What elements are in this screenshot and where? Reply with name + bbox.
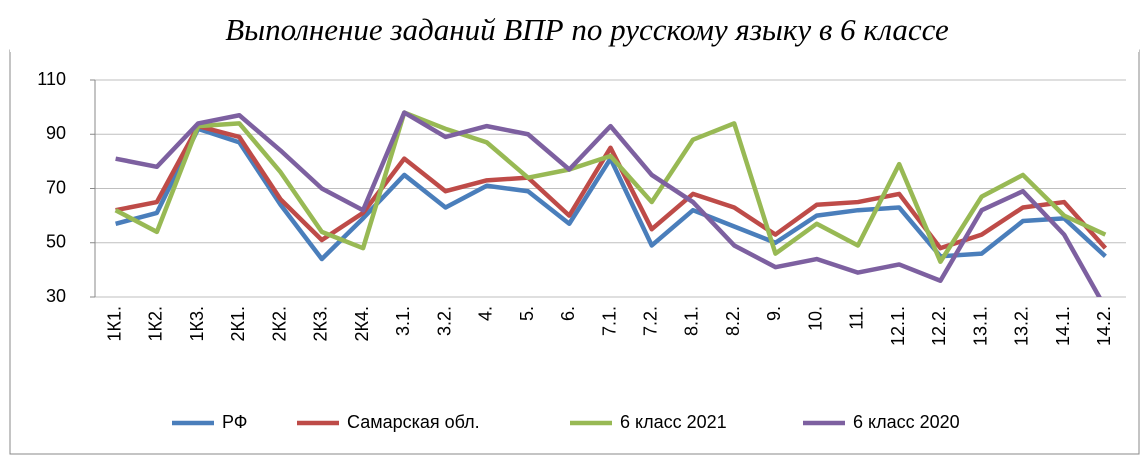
chart-title: Выполнение заданий ВПР по русскому языку… — [225, 12, 949, 47]
x-tick-label: 14.1. — [1053, 306, 1073, 346]
legend-label: 6 класс 2021 — [620, 412, 727, 432]
x-tick-label: 2К1. — [228, 306, 248, 342]
line-series — [114, 110, 1107, 264]
legend-label: РФ — [222, 412, 248, 432]
x-tick-label: 7.1. — [599, 306, 619, 336]
legend-label: Самарская обл. — [347, 412, 480, 432]
x-tick-label: 3.2. — [434, 306, 454, 336]
x-tick-label: 4. — [476, 306, 496, 321]
y-tick-label: 30 — [46, 286, 66, 306]
y-tick-label: 50 — [46, 232, 66, 252]
x-tick-label: 1К1. — [104, 306, 124, 342]
x-tick-label: 12.2. — [929, 306, 949, 346]
x-tick-label: 8.2. — [723, 306, 743, 336]
x-tick-label: 2К4. — [352, 306, 372, 342]
x-tick-label: 2К2. — [269, 306, 289, 342]
x-tick-label: 5. — [517, 306, 537, 321]
x-tick-label: 2К3. — [311, 306, 331, 342]
x-tick-label: 14.2. — [1094, 306, 1114, 346]
x-tick-label: 10. — [805, 306, 825, 331]
x-tick-label: 7.2. — [640, 306, 660, 336]
chart-frame — [9, 49, 1140, 455]
legend-label: 6 класс 2020 — [853, 412, 960, 432]
x-tick-label: 1К2. — [146, 306, 166, 342]
x-tick-label: 9. — [764, 306, 784, 321]
x-tick-label: 1К3. — [187, 306, 207, 342]
line-series — [115, 110, 1102, 297]
plot-lines — [114, 110, 1108, 297]
x-tick-label: 3.1. — [393, 306, 413, 336]
x-tick-label: 12.1. — [888, 306, 908, 346]
y-tick-label: 70 — [46, 177, 66, 197]
y-tick-label: 90 — [46, 123, 66, 143]
x-tick-label: 13.1. — [970, 306, 990, 346]
x-tick-label: 6. — [558, 306, 578, 321]
x-tick-label: 8.1. — [682, 306, 702, 336]
x-tick-label: 11. — [847, 306, 867, 330]
y-tick-label: 110 — [37, 69, 66, 89]
line-series — [115, 123, 1108, 251]
title-background — [10, 10, 1139, 52]
x-tick-label: 13.2. — [1012, 306, 1032, 346]
